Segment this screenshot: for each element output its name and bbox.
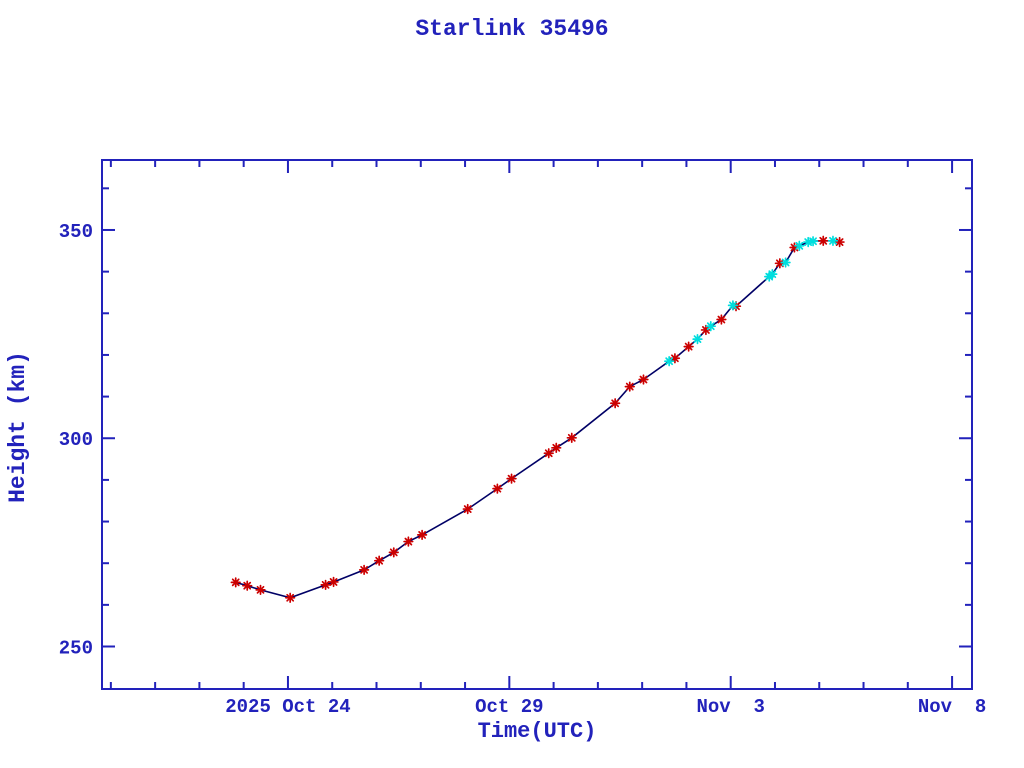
y-tick-label: 300 bbox=[59, 429, 93, 451]
x-tick-label: 2025 Oct 24 bbox=[225, 696, 350, 718]
height-observed-marker bbox=[416, 529, 428, 541]
height-observed-marker bbox=[285, 592, 296, 603]
height-observed-marker bbox=[230, 577, 241, 588]
height-observed-marker bbox=[818, 235, 829, 246]
height-observed-marker bbox=[506, 473, 517, 484]
height-observed-marker bbox=[716, 314, 727, 325]
axis-frame bbox=[101, 159, 973, 690]
x-tick-label: Nov 8 bbox=[918, 696, 986, 718]
height-observed-marker bbox=[242, 580, 253, 591]
height-observed-marker bbox=[403, 536, 414, 547]
height-secondary-marker bbox=[807, 236, 819, 247]
height-secondary-marker bbox=[827, 235, 839, 246]
height-observed-marker bbox=[566, 432, 577, 443]
height-secondary-marker bbox=[727, 300, 739, 311]
height-observed-marker bbox=[551, 442, 562, 453]
height-observed-marker bbox=[638, 374, 649, 385]
y-tick-label: 250 bbox=[59, 638, 93, 660]
height-secondary-marker bbox=[767, 268, 778, 280]
height-secondary-marker bbox=[692, 333, 703, 345]
height-observed-marker bbox=[388, 547, 399, 558]
height-observed-marker bbox=[624, 381, 635, 392]
x-axis-label: Time(UTC) bbox=[477, 719, 597, 744]
height-observed-marker bbox=[358, 564, 370, 576]
x-tick-label: Nov 3 bbox=[696, 696, 764, 718]
height-secondary-marker bbox=[780, 257, 791, 268]
height-secondary-marker bbox=[664, 356, 675, 367]
height-secondary-marker bbox=[794, 240, 805, 251]
x-tick-label: Oct 29 bbox=[475, 696, 543, 718]
height-observed-marker bbox=[374, 555, 385, 566]
height-observed-marker bbox=[320, 579, 331, 591]
height-observed-marker bbox=[609, 398, 621, 409]
height-curve bbox=[235, 240, 840, 599]
height-observed-marker bbox=[255, 584, 266, 596]
height-observed-marker bbox=[328, 576, 339, 588]
height-observed-marker bbox=[683, 341, 694, 352]
chart-title: Starlink 35496 bbox=[415, 16, 609, 42]
height-observed-marker bbox=[462, 503, 473, 515]
height-secondary-marker bbox=[705, 321, 716, 332]
height-observed-marker bbox=[834, 236, 845, 248]
height-observed-marker bbox=[492, 483, 503, 494]
height-observed-marker bbox=[543, 448, 554, 459]
y-tick-label: 350 bbox=[59, 221, 93, 243]
